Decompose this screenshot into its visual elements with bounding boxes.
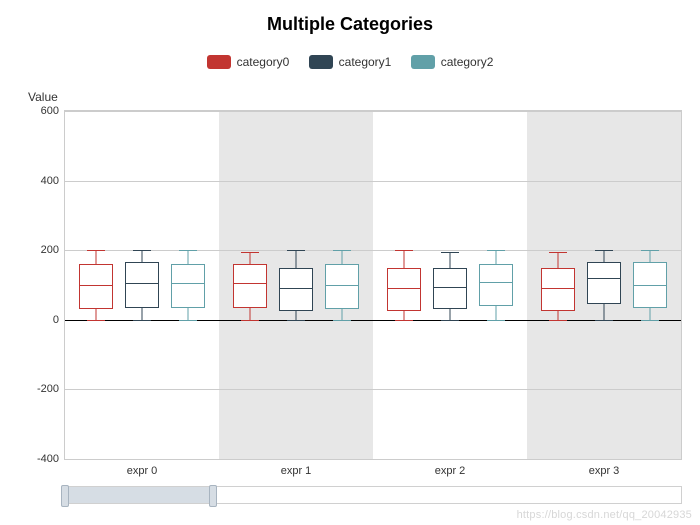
legend-swatch-2 bbox=[411, 55, 435, 69]
boxplot[interactable] bbox=[325, 111, 359, 459]
chart-title: Multiple Categories bbox=[0, 0, 700, 35]
legend-label: category0 bbox=[237, 55, 290, 69]
legend-item-category2[interactable]: category2 bbox=[411, 55, 494, 69]
boxplot[interactable] bbox=[479, 111, 513, 459]
datazoom-selection[interactable] bbox=[65, 487, 213, 503]
boxplot[interactable] bbox=[541, 111, 575, 459]
boxplot[interactable] bbox=[633, 111, 667, 459]
boxplot[interactable] bbox=[125, 111, 159, 459]
y-tick-label: 0 bbox=[19, 314, 65, 326]
boxplot[interactable] bbox=[387, 111, 421, 459]
y-tick-label: 200 bbox=[19, 244, 65, 256]
y-axis-label: Value bbox=[28, 90, 58, 104]
legend-label: category2 bbox=[441, 55, 494, 69]
boxplot[interactable] bbox=[233, 111, 267, 459]
boxplot[interactable] bbox=[79, 111, 113, 459]
legend-item-category0[interactable]: category0 bbox=[207, 55, 290, 69]
datazoom-handle-right[interactable] bbox=[209, 485, 217, 507]
legend-swatch-1 bbox=[309, 55, 333, 69]
legend-item-category1[interactable]: category1 bbox=[309, 55, 392, 69]
x-tick-label: expr 3 bbox=[589, 459, 620, 477]
legend-swatch-0 bbox=[207, 55, 231, 69]
datazoom-handle-left[interactable] bbox=[61, 485, 69, 507]
legend-label: category1 bbox=[339, 55, 392, 69]
legend: category0 category1 category2 bbox=[0, 55, 700, 72]
watermark-text: https://blog.csdn.net/qq_20042935 bbox=[517, 509, 692, 521]
boxplot[interactable] bbox=[171, 111, 205, 459]
boxplot[interactable] bbox=[587, 111, 621, 459]
y-tick-label: -400 bbox=[19, 453, 65, 465]
y-tick-label: -200 bbox=[19, 383, 65, 395]
boxplot[interactable] bbox=[433, 111, 467, 459]
plot-area: -400-2000200400600expr 0expr 1expr 2expr… bbox=[64, 110, 682, 460]
x-tick-label: expr 2 bbox=[435, 459, 466, 477]
datazoom-slider[interactable] bbox=[64, 486, 682, 504]
y-tick-label: 400 bbox=[19, 175, 65, 187]
x-tick-label: expr 0 bbox=[127, 459, 158, 477]
x-tick-label: expr 1 bbox=[281, 459, 312, 477]
y-tick-label: 600 bbox=[19, 105, 65, 117]
boxplot[interactable] bbox=[279, 111, 313, 459]
